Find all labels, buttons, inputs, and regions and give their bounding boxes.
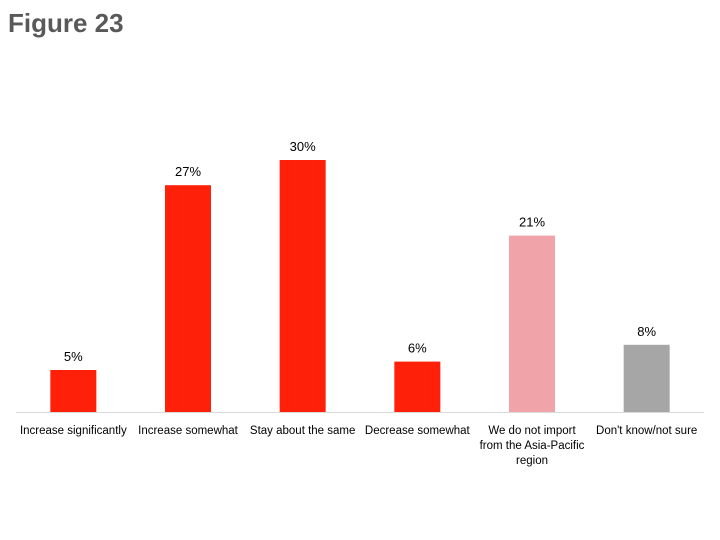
data-label: 30% (290, 139, 316, 154)
bar (279, 160, 326, 412)
data-label: 27% (175, 164, 201, 179)
bar (394, 361, 441, 412)
chart-title: Figure 23 (8, 8, 124, 38)
bar (165, 185, 211, 412)
x-tick-label: Don't know/not sure (596, 425, 698, 437)
data-label: 5% (64, 349, 83, 364)
bar (623, 344, 670, 412)
bar (50, 370, 97, 412)
data-label: 8% (637, 324, 656, 339)
x-tick-label: We do not import from the Asia-Pacific r… (479, 425, 585, 467)
x-tick-label: Increase somewhat (138, 425, 238, 437)
x-tick-label: Increase significantly (19, 425, 127, 437)
bar (509, 235, 555, 412)
x-tick-label: Decrease somewhat (364, 425, 470, 437)
data-label: 6% (408, 341, 427, 356)
data-label: 21% (519, 215, 545, 230)
x-tick-label: Stay about the same (249, 425, 356, 437)
